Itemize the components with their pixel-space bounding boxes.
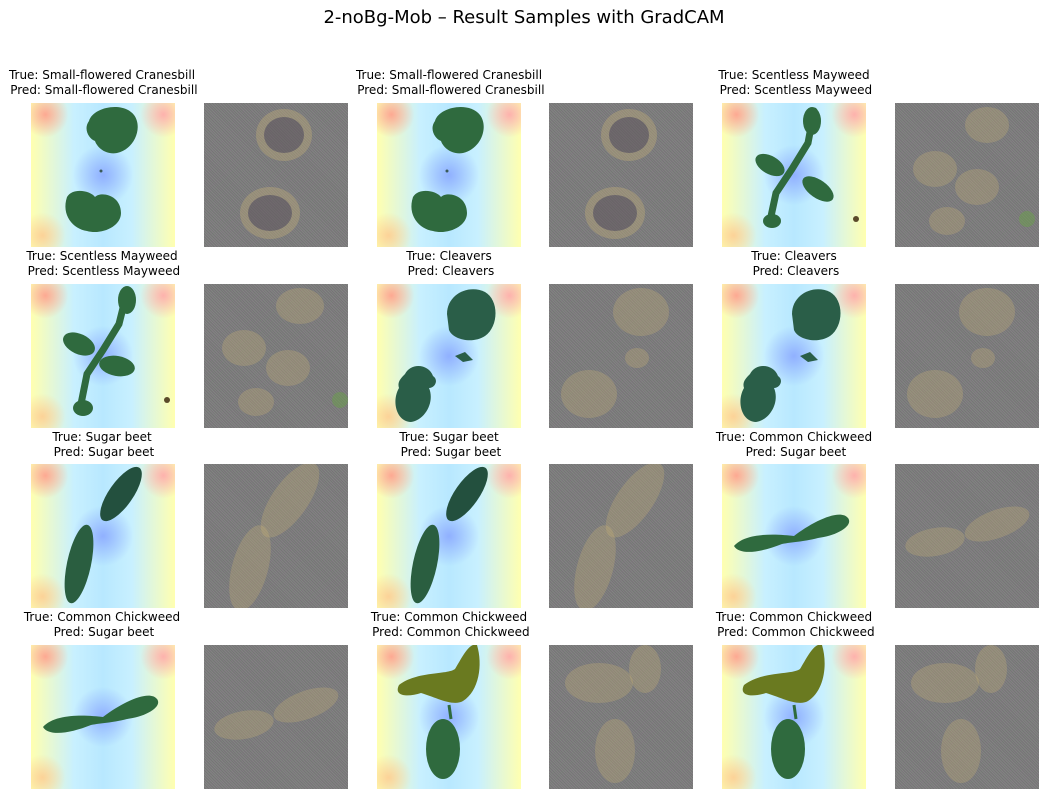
sample-caption: True: Common Chickweed Pred: Common Chic… [715, 610, 875, 639]
guided-backprop-image [204, 284, 348, 428]
sample-caption: True: Sugar beet Pred: Sugar beet [52, 430, 155, 459]
sample-caption: True: Common Chickweed Pred: Sugar beet [715, 430, 873, 459]
gradcam-overlay-image [377, 284, 521, 428]
guided-backprop-image [549, 103, 693, 247]
gradcam-overlay-image [31, 103, 175, 247]
gradcam-overlay-image [722, 103, 866, 247]
gradcam-overlay-image [722, 284, 866, 428]
figure-title: 2-noBg-Mob – Result Samples with GradCAM [323, 7, 725, 28]
guided-backprop-image [895, 284, 1039, 428]
sample-caption: True: Sugar beet Pred: Sugar beet [399, 430, 502, 459]
sample-caption: True: Cleavers Pred: Cleavers [751, 249, 840, 278]
guided-backprop-image [549, 645, 693, 789]
sample-caption: True: Small-flowered Cranesbill Pred: Sm… [355, 68, 545, 97]
gradcam-overlay-image [722, 464, 866, 608]
guided-backprop-image [895, 103, 1039, 247]
guided-backprop-image [549, 464, 693, 608]
sample-caption: True: Cleavers Pred: Cleavers [406, 249, 495, 278]
gradcam-overlay-image [31, 645, 175, 789]
guided-backprop-image [895, 645, 1039, 789]
gradcam-overlay-image [31, 284, 175, 428]
guided-backprop-image [204, 464, 348, 608]
gradcam-overlay-image [377, 103, 521, 247]
guided-backprop-image [895, 464, 1039, 608]
sample-caption: True: Scentless Mayweed Pred: Scentless … [718, 68, 873, 97]
gradcam-overlay-image [377, 464, 521, 608]
guided-backprop-image [204, 645, 348, 789]
guided-backprop-image [204, 103, 348, 247]
gradcam-overlay-image [31, 464, 175, 608]
gradcam-overlay-image [722, 645, 866, 789]
guided-backprop-image [549, 284, 693, 428]
sample-caption: True: Common Chickweed Pred: Sugar beet [23, 610, 181, 639]
sample-caption: True: Common Chickweed Pred: Common Chic… [370, 610, 530, 639]
gradcam-overlay-image [377, 645, 521, 789]
sample-caption: True: Scentless Mayweed Pred: Scentless … [26, 249, 181, 278]
sample-caption: True: Small-flowered Cranesbill Pred: Sm… [8, 68, 198, 97]
